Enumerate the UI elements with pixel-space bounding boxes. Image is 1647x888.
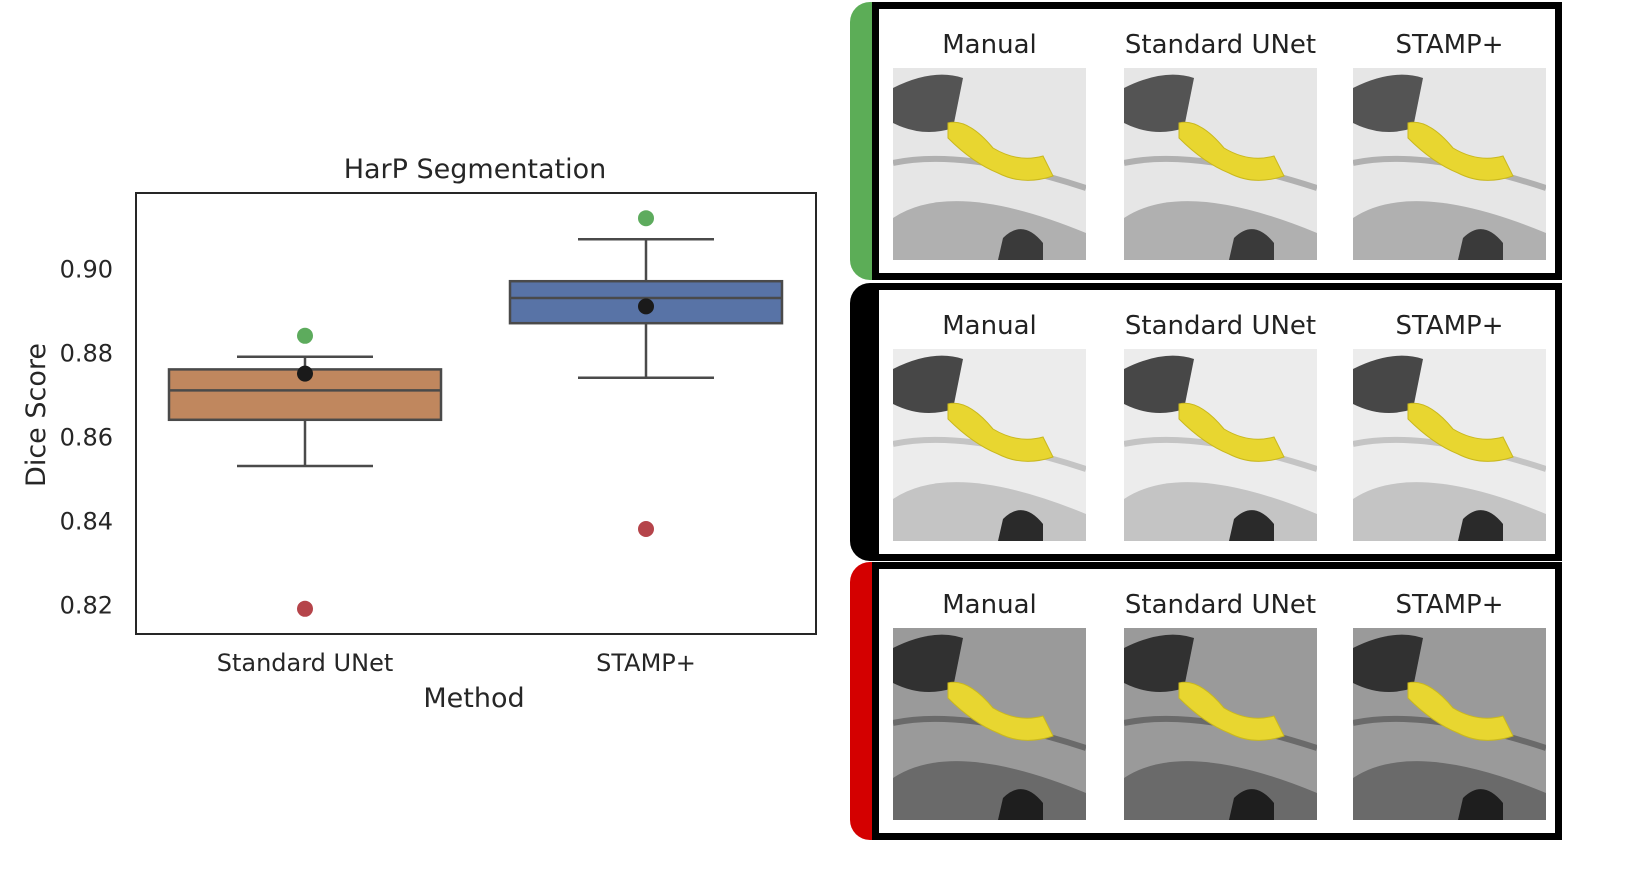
mri-slice-image	[1353, 628, 1546, 820]
tile-label: STAMP+	[1395, 30, 1504, 60]
tile-label: Manual	[942, 311, 1037, 341]
tile-label: STAMP+	[1395, 311, 1504, 341]
mri-slice-image	[893, 349, 1086, 541]
y-tick-label: 0.90	[60, 256, 113, 284]
high-point-marker	[638, 210, 654, 227]
mean-marker	[297, 365, 313, 382]
y-axis-label: Dice Score	[21, 343, 52, 487]
example-tile: STAMP+	[1353, 311, 1546, 543]
box-plot-chart: HarP Segmentation 0.82 0.84 0.86 0.88 0.90 S…	[21, 154, 817, 714]
y-tick-label: 0.84	[60, 508, 113, 536]
example-tile: Manual	[893, 590, 1086, 822]
x-tick-label: STAMP+	[596, 649, 696, 677]
chart-title: HarP Segmentation	[344, 154, 607, 185]
box-series	[508, 210, 784, 537]
mri-slice-image	[893, 628, 1086, 820]
low-point-marker	[638, 521, 654, 537]
low-point-marker	[297, 600, 313, 617]
example-tile: Standard UNet	[1124, 590, 1317, 822]
x-axis-label: Method	[423, 683, 524, 714]
tile-label: Standard UNet	[1124, 30, 1317, 60]
y-tick-label: 0.82	[60, 592, 113, 620]
tile-label: STAMP+	[1395, 590, 1504, 620]
boxes	[167, 210, 784, 617]
example-tile: STAMP+	[1353, 590, 1546, 822]
mri-slice-image	[1124, 628, 1317, 820]
high-point-marker	[297, 327, 313, 344]
tile-label: Manual	[942, 590, 1037, 620]
mean-marker	[638, 298, 654, 315]
example-tile: Standard UNet	[1124, 311, 1317, 543]
x-axis-ticks: Standard UNet STAMP+	[217, 649, 696, 677]
tile-label: Manual	[942, 30, 1037, 60]
tile-label: Standard UNet	[1124, 311, 1317, 341]
box-series	[167, 327, 443, 617]
example-tile: STAMP+	[1353, 30, 1546, 262]
x-tick-label: Standard UNet	[217, 649, 394, 677]
example-tile: Manual	[893, 30, 1086, 262]
mri-slice-image	[1353, 68, 1546, 260]
mri-slice-image	[893, 68, 1086, 260]
mri-slice-image	[1124, 68, 1317, 260]
mri-slice-image	[1124, 349, 1317, 541]
example-tile: Standard UNet	[1124, 30, 1317, 262]
tile-label: Standard UNet	[1124, 590, 1317, 620]
y-tick-label: 0.88	[60, 340, 113, 368]
y-axis-ticks: 0.82 0.84 0.86 0.88 0.90	[60, 256, 113, 620]
y-tick-label: 0.86	[60, 424, 113, 452]
example-tile: Manual	[893, 311, 1086, 543]
mri-slice-image	[1353, 349, 1546, 541]
